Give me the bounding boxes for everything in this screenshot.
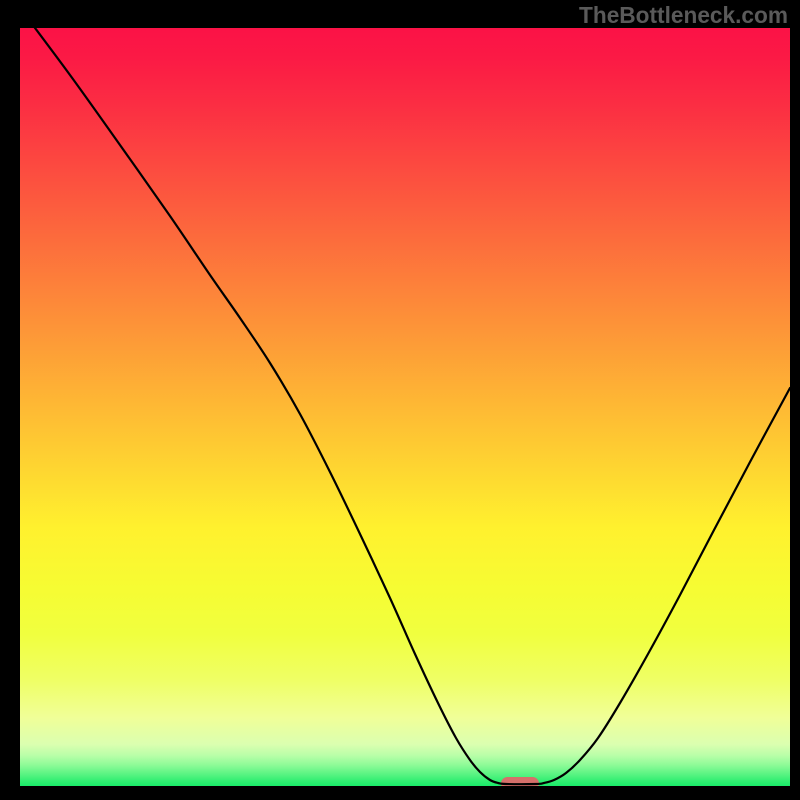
frame-left (0, 0, 20, 800)
frame-bottom (0, 786, 800, 800)
chart-svg (20, 28, 790, 786)
frame-right (790, 0, 800, 800)
plot-area (20, 28, 790, 786)
chart-container: TheBottleneck.com (0, 0, 800, 800)
gradient-background (20, 28, 790, 786)
watermark-text: TheBottleneck.com (579, 2, 788, 29)
